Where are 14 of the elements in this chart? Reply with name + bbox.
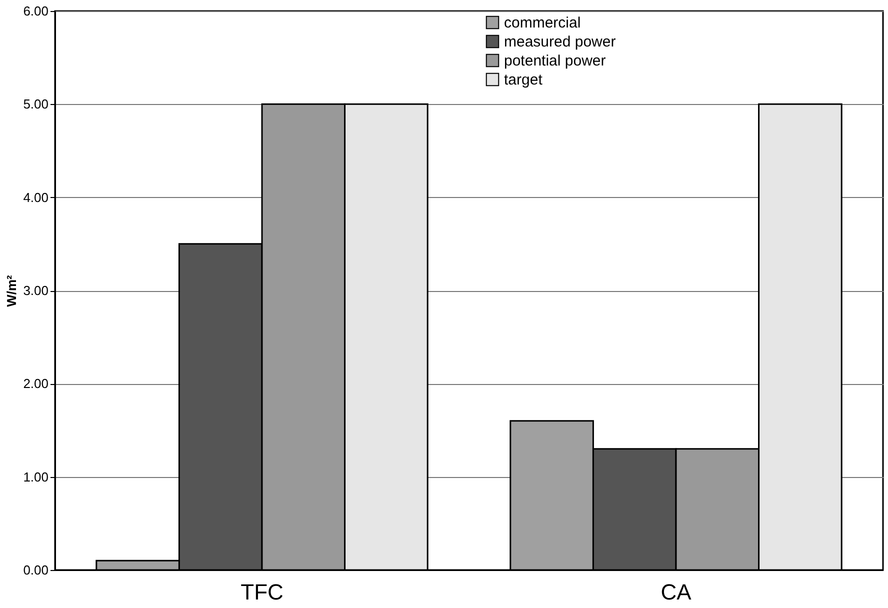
- legend-label: potential power: [504, 52, 606, 70]
- legend-label: measured power: [504, 34, 616, 50]
- y-tick-label: 6.00: [23, 4, 48, 18]
- y-tick-label: 0.00: [23, 562, 48, 578]
- y-tick-label: 5.00: [23, 96, 48, 112]
- y-axis-title: W/m²: [4, 274, 20, 307]
- x-tick-label: TFC: [240, 580, 284, 604]
- y-tick-label: 1.00: [23, 469, 48, 484]
- legend-label: target: [504, 72, 544, 88]
- y-tick-label: 4.00: [23, 190, 48, 205]
- x-tick-label: CA: [660, 580, 692, 604]
- y-tick-label: 3.00: [23, 283, 48, 298]
- legend-label: commercial: [504, 14, 581, 32]
- y-tick-label: 2.00: [23, 376, 48, 392]
